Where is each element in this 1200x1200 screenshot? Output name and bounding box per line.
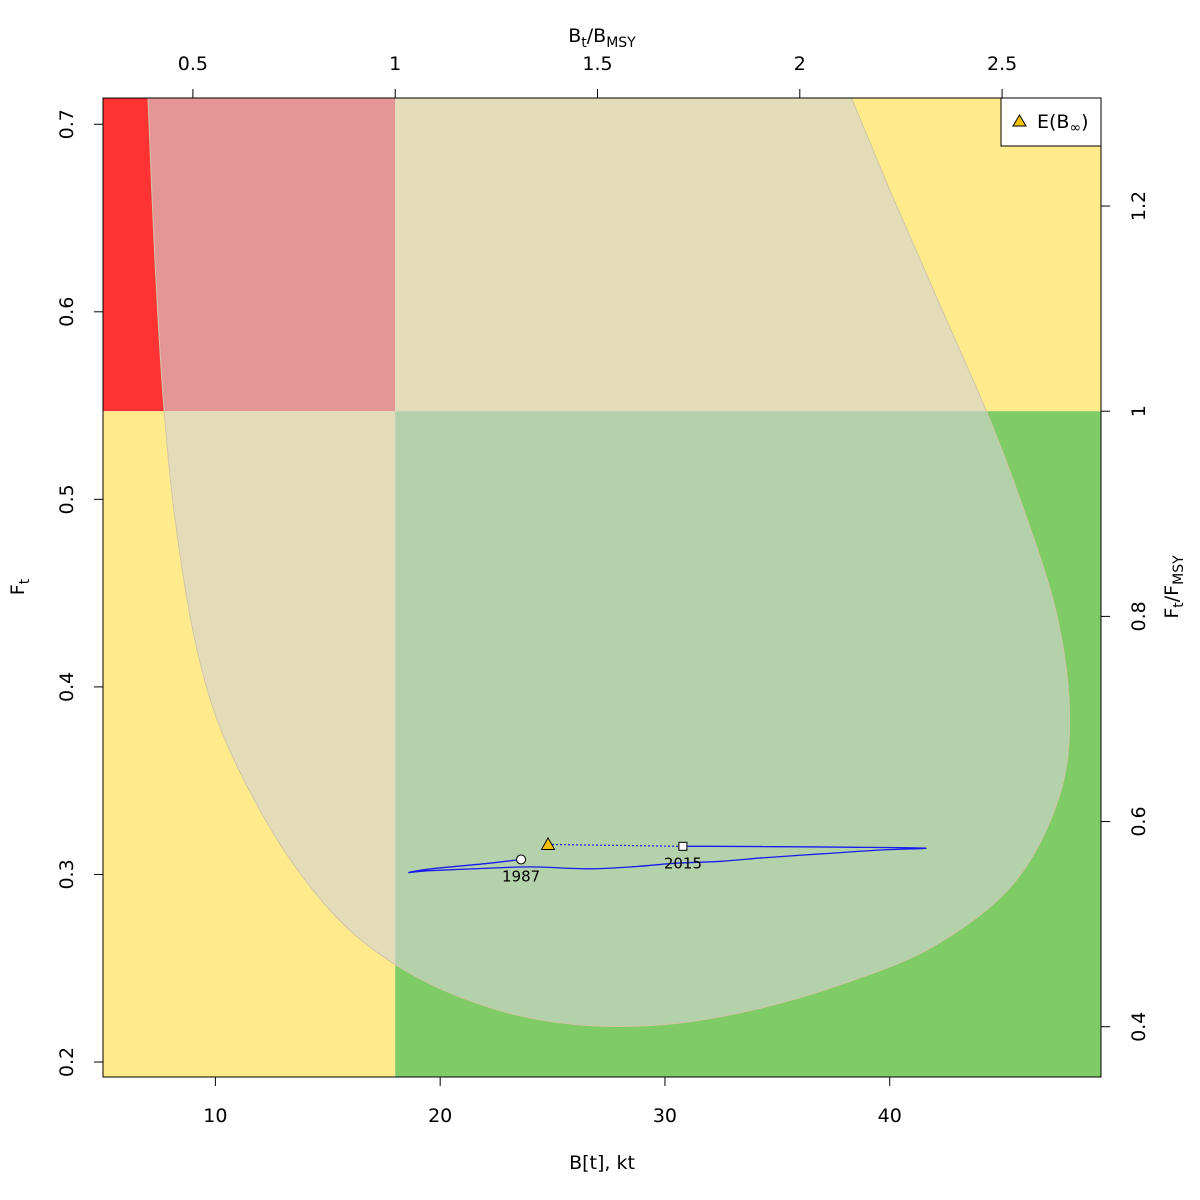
x-tick-label: 40 <box>878 1105 902 1127</box>
left-axis: 0.2 0.3 0.4 0.5 0.6 0.7 <box>56 109 103 1077</box>
legend-label-base: E(B <box>1037 111 1069 133</box>
top-tick-label: 2 <box>794 53 806 75</box>
top-axis-title: Bt/BMSY <box>568 25 636 51</box>
y-tick-label: 0.2 <box>56 1047 78 1077</box>
y-tick-label: 0.7 <box>56 109 78 139</box>
top-tick-label: 1 <box>389 53 401 75</box>
confidence-region <box>147 98 1071 1027</box>
right-title-sep: /F <box>1161 585 1183 602</box>
top-axis: 0.5 1 1.5 2 2.5 <box>178 53 1017 98</box>
right-tick-label: 0.8 <box>1128 601 1150 631</box>
x-tick-label: 30 <box>653 1105 677 1127</box>
right-tick-label: 1 <box>1128 405 1150 417</box>
right-tick-label: 1.2 <box>1128 191 1150 221</box>
y-tick-label: 0.3 <box>56 859 78 889</box>
y-tick-label: 0.5 <box>56 484 78 514</box>
x-axis-title: B[t], kt <box>569 1152 635 1174</box>
end-year-label: 2015 <box>664 854 702 872</box>
y-tick-label: 0.6 <box>56 297 78 327</box>
y-axis-title: Ft <box>7 578 33 595</box>
top-tick-label: 2.5 <box>987 53 1017 75</box>
legend-label-sub: ∞ <box>1069 120 1081 136</box>
y-tick-label: 0.4 <box>56 672 78 702</box>
top-tick-label: 0.5 <box>178 53 208 75</box>
top-title-base: B <box>568 25 581 47</box>
y-axis-title-base: F <box>7 584 29 595</box>
start-point-marker <box>516 854 527 865</box>
top-tick-label: 1.5 <box>582 53 612 75</box>
y-axis-title-sub: t <box>17 578 33 584</box>
bottom-axis: 10 20 30 40 <box>203 1077 902 1127</box>
right-tick-label: 0.6 <box>1128 806 1150 836</box>
predicted-equilibrium-marker <box>540 836 556 850</box>
legend: E(B∞) <box>1000 97 1102 147</box>
right-tick-label: 0.4 <box>1128 1012 1150 1042</box>
prediction-dotted-line <box>548 843 683 847</box>
right-title-sub2: MSY <box>1171 555 1187 585</box>
top-title-sub2: MSY <box>606 35 636 51</box>
x-tick-label: 10 <box>203 1105 227 1127</box>
right-title-base: F <box>1161 608 1183 619</box>
right-title-sub1: t <box>1171 602 1187 608</box>
right-axis: 0.4 0.6 0.8 1 1.2 <box>1101 191 1150 1042</box>
legend-triangle-icon <box>1012 114 1027 127</box>
right-axis-title: Ft/FMSY <box>1161 555 1187 619</box>
start-year-label: 1987 <box>502 867 540 885</box>
end-point-marker <box>678 841 688 851</box>
x-tick-label: 20 <box>428 1105 452 1127</box>
trajectory-line <box>408 845 927 874</box>
top-title-sub1: t <box>581 35 587 51</box>
plot-frame <box>102 97 1102 1078</box>
top-title-sep: /B <box>587 25 606 47</box>
legend-label: E(B∞) <box>1037 111 1089 136</box>
legend-label-end: ) <box>1081 111 1088 133</box>
